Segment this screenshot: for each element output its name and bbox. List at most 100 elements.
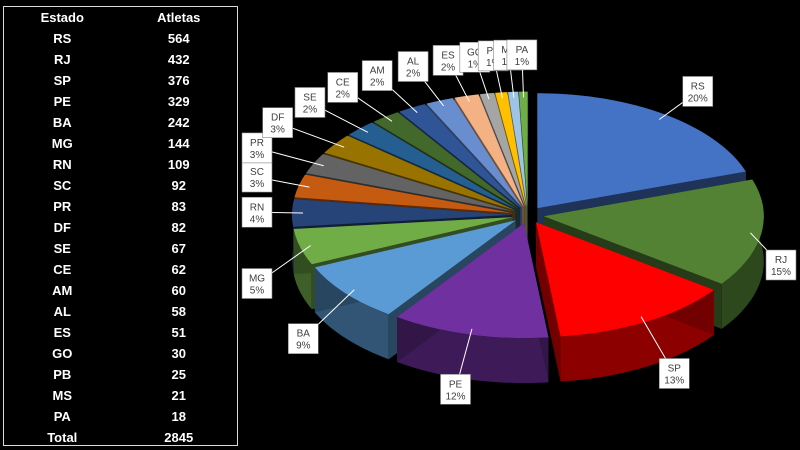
cell-state: RS	[53, 31, 72, 46]
label-category: MG	[249, 274, 265, 285]
cell-athletes: 18	[171, 409, 186, 424]
total-value: 2845	[164, 430, 194, 445]
label-percent: 1%	[468, 59, 483, 70]
cell-state: ES	[53, 325, 71, 340]
cell-state: PE	[53, 94, 71, 109]
label-box	[241, 196, 273, 228]
cell-state: SE	[53, 241, 71, 256]
label-percent: 2%	[336, 89, 351, 100]
label-category: PR	[250, 138, 264, 149]
label-category: PA	[516, 45, 529, 56]
label-category: PE	[449, 379, 463, 390]
pie-slice-GO	[479, 92, 526, 207]
cell-athletes: 92	[171, 178, 186, 193]
cell-athletes: 144	[167, 136, 190, 151]
cell-state: BA	[52, 115, 72, 130]
label-category: SC	[250, 167, 264, 178]
cell-state: CE	[53, 262, 72, 277]
table-row: PA 18	[4, 406, 237, 427]
table-row: MG 144	[4, 133, 237, 154]
label-box	[682, 76, 714, 107]
cell-athletes: 21	[171, 388, 186, 403]
label-percent: 15%	[771, 267, 791, 278]
cell-athletes: 109	[167, 157, 190, 172]
cell-athletes: 58	[171, 304, 186, 319]
pie-slice-DF	[324, 135, 515, 211]
table-total-row: Total 2845	[4, 427, 237, 448]
label-category: GO	[467, 47, 483, 58]
table-row: SP 376	[4, 70, 237, 91]
label-box	[294, 87, 326, 118]
label-percent: 1%	[486, 58, 501, 69]
data-label-PA: PA1%	[506, 39, 538, 98]
cell-state: MG	[51, 136, 73, 151]
cell-athletes: 60	[171, 283, 186, 298]
pie-slice-BA	[314, 220, 516, 315]
header-athletes: Atletas	[157, 10, 201, 25]
label-percent: 13%	[664, 375, 684, 386]
cell-state: MS	[52, 388, 73, 403]
label-percent: 9%	[296, 341, 311, 352]
pie-slice-SE	[349, 122, 517, 210]
label-box	[658, 358, 690, 389]
cell-athletes: 51	[171, 325, 186, 340]
cell-athletes: 62	[171, 262, 186, 277]
cell-state: PA	[53, 409, 71, 424]
table-row: RJ 432	[4, 49, 237, 70]
label-percent: 5%	[250, 286, 265, 297]
cell-athletes: 83	[171, 199, 186, 214]
label-category: AL	[407, 57, 420, 68]
data-label-BA: BA9%	[287, 289, 355, 354]
label-category: ES	[441, 50, 455, 61]
cell-athletes: 30	[171, 346, 186, 361]
table-row: SE 67	[4, 238, 237, 259]
data-label-AL: AL2%	[397, 51, 445, 107]
data-label-CE: CE2%	[327, 72, 393, 122]
pie-slice-RN	[292, 199, 513, 227]
data-label-RN: RN4%	[241, 196, 304, 228]
label-category: PB	[487, 46, 501, 57]
label-category: SP	[668, 363, 682, 374]
pie-slice-RS	[537, 93, 746, 209]
pie-slice-SP	[536, 222, 714, 337]
label-box	[361, 60, 393, 91]
pie-slice-MG	[293, 217, 513, 265]
data-label-MG: MG5%	[241, 245, 311, 299]
cell-state: AM	[52, 283, 73, 298]
label-category: RS	[691, 81, 705, 92]
pie-slice-PB	[495, 92, 527, 207]
pie-slice-PR	[306, 153, 514, 212]
cell-athletes: 564	[167, 31, 190, 46]
pie-slice-AL	[426, 98, 523, 208]
label-category: CE	[336, 77, 350, 88]
table-row: PB 25	[4, 364, 237, 385]
label-box	[397, 51, 429, 82]
data-label-SE: SE2%	[294, 87, 369, 133]
table-row: ES 51	[4, 322, 237, 343]
table-row: MS 21	[4, 385, 237, 406]
cell-state: RJ	[53, 52, 71, 67]
label-box	[241, 268, 273, 299]
table-row: CE 62	[4, 259, 237, 280]
table-header-row: Estado Atletas	[4, 7, 237, 28]
pie-slice-RJ	[543, 179, 764, 284]
table-row: GO 30	[4, 343, 237, 364]
cell-state: SP	[53, 73, 71, 88]
table-row: PR 83	[4, 196, 237, 217]
label-box	[506, 39, 538, 71]
pie-slice-SC	[294, 174, 513, 214]
label-percent: 4%	[250, 214, 265, 225]
cell-athletes: 242	[167, 115, 190, 130]
table-row: BA 242	[4, 112, 237, 133]
table-body: RS 564 RJ 432 SP 376 PE 329 BA 242 MG 144 RN 109 SC 92 P…	[4, 28, 237, 427]
table-row: RS 564	[4, 28, 237, 49]
label-category: RJ	[775, 255, 787, 266]
pie-chart: RS20%RJ15%SP13%PE12%BA9%MG5%RN4%SC3%PR3%…	[241, 39, 797, 405]
label-box	[765, 249, 797, 281]
pie-slice-PE	[397, 223, 549, 339]
pie-slice-wall-SP	[536, 222, 561, 382]
